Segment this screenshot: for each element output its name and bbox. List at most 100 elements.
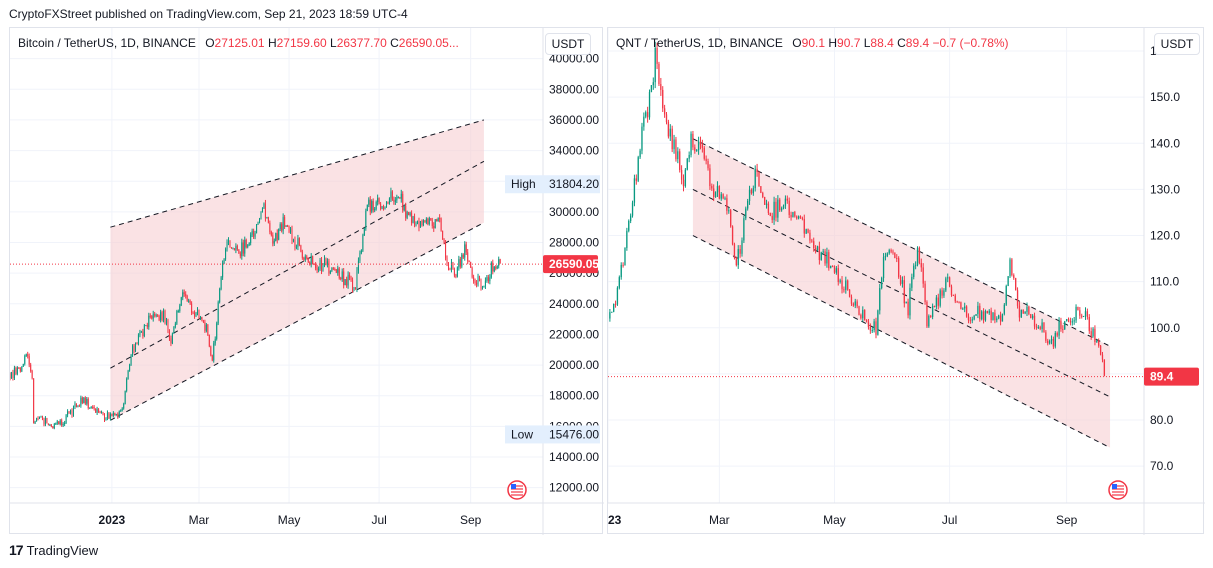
candle-body bbox=[396, 197, 398, 201]
candle-body bbox=[450, 262, 452, 270]
candle-body bbox=[988, 310, 990, 314]
candle-body bbox=[637, 157, 639, 181]
currency-button[interactable]: USDT bbox=[1154, 33, 1200, 55]
bitcoin-chart-svg[interactable]: 12000.0014000.0016000.0018000.0020000.00… bbox=[10, 28, 604, 535]
candle-body bbox=[890, 250, 892, 252]
candle-body bbox=[318, 268, 320, 271]
candle-body bbox=[284, 217, 286, 227]
candle-body bbox=[62, 424, 64, 426]
candle-body bbox=[225, 249, 227, 260]
candle-body bbox=[400, 193, 402, 199]
candle-body bbox=[173, 326, 175, 334]
candle-body bbox=[671, 128, 673, 150]
candle-body bbox=[103, 415, 106, 421]
candle-body bbox=[699, 141, 702, 145]
candle-body bbox=[879, 288, 881, 311]
candle-body bbox=[309, 262, 311, 265]
candle-body bbox=[183, 292, 185, 294]
y-tick-label: 110.0 bbox=[1150, 275, 1179, 289]
candle-body bbox=[155, 315, 157, 317]
qnt-chart-svg[interactable]: 70.080.090.0100.0110.0120.0130.0140.0150… bbox=[608, 28, 1205, 535]
candle-body bbox=[1033, 315, 1036, 327]
qnt-chart-panel[interactable]: 70.080.090.0100.0110.0120.0130.0140.0150… bbox=[607, 27, 1205, 535]
candle-body bbox=[1028, 306, 1030, 315]
channel-bottom-line bbox=[110, 222, 485, 421]
candle-body bbox=[1013, 275, 1015, 279]
candle-body bbox=[84, 397, 86, 404]
candle-body bbox=[139, 331, 141, 336]
candle-body bbox=[74, 403, 76, 407]
qnt-legend: QNT / TetherUS, 1D, BINANCE O90.1 H90.7 … bbox=[616, 36, 1009, 50]
candle-body bbox=[814, 248, 817, 251]
candle-body bbox=[259, 218, 261, 223]
y-tick-label: 100.0 bbox=[1150, 321, 1180, 335]
candle-body bbox=[709, 168, 711, 187]
candle-body bbox=[316, 268, 318, 271]
candle-body bbox=[633, 178, 636, 203]
candle-body bbox=[474, 281, 476, 283]
candle-body bbox=[767, 203, 770, 213]
candle-body bbox=[168, 331, 170, 339]
candle-body bbox=[724, 198, 726, 200]
candle-body bbox=[788, 200, 790, 215]
candle-body bbox=[860, 314, 862, 319]
candle-body bbox=[780, 208, 783, 211]
candle-body bbox=[405, 205, 407, 218]
candle-body bbox=[752, 188, 754, 194]
x-tick-label: Mar bbox=[709, 513, 730, 527]
candle-body bbox=[881, 278, 883, 289]
candle-body bbox=[852, 303, 855, 306]
channel-top-line bbox=[692, 138, 1111, 347]
last-price-value: 26590.05 bbox=[549, 257, 599, 271]
candle-body bbox=[720, 194, 722, 199]
tradingview-logo[interactable]: 17 TradingView bbox=[9, 542, 98, 558]
candle-body bbox=[442, 230, 444, 240]
candle-body bbox=[468, 260, 470, 262]
currency-button[interactable]: USDT bbox=[545, 33, 591, 55]
candle-body bbox=[390, 191, 392, 199]
candle-body bbox=[728, 210, 730, 212]
candle-body bbox=[1094, 328, 1096, 342]
candle-body bbox=[613, 303, 615, 312]
candle-body bbox=[338, 268, 340, 279]
candle-body bbox=[449, 268, 451, 270]
legend-low: 26377.70 bbox=[336, 36, 387, 50]
candle-body bbox=[807, 229, 809, 233]
candle-body bbox=[471, 267, 473, 278]
candle-body bbox=[476, 282, 478, 285]
candle-body bbox=[835, 268, 838, 273]
y-tick-label: 36000.00 bbox=[549, 113, 599, 127]
candle-body bbox=[811, 240, 813, 242]
candle-body bbox=[67, 411, 69, 416]
candle-body bbox=[701, 144, 704, 148]
candle-body bbox=[462, 254, 464, 258]
candle-body bbox=[360, 250, 362, 253]
candle-body bbox=[397, 197, 399, 199]
bitcoin-chart-panel[interactable]: 12000.0014000.0016000.0018000.0020000.00… bbox=[9, 27, 604, 535]
candle-body bbox=[458, 259, 460, 268]
candle-body bbox=[945, 278, 947, 291]
candle-body bbox=[686, 158, 688, 170]
x-tick-label: Sep bbox=[460, 513, 482, 527]
candle-body bbox=[1037, 326, 1039, 328]
candle-body bbox=[628, 220, 630, 231]
candle-body bbox=[984, 311, 987, 321]
candle-body bbox=[918, 247, 921, 264]
y-tick-label: 24000.00 bbox=[549, 297, 599, 311]
candle-body bbox=[675, 139, 677, 160]
candle-body bbox=[312, 256, 314, 264]
candle-body bbox=[629, 215, 632, 221]
candle-body bbox=[763, 197, 766, 205]
candle-body bbox=[148, 315, 150, 327]
candle-body bbox=[490, 262, 492, 278]
candle-body bbox=[276, 233, 278, 240]
candle-body bbox=[843, 289, 845, 291]
high-marker-bg bbox=[505, 175, 600, 194]
candle-body bbox=[253, 231, 255, 237]
candle-body bbox=[18, 367, 20, 369]
candle-body bbox=[375, 201, 377, 210]
candle-body bbox=[294, 240, 296, 247]
candle-body bbox=[13, 367, 15, 378]
candle-body bbox=[962, 308, 964, 310]
x-tick-label: Mar bbox=[189, 513, 210, 527]
